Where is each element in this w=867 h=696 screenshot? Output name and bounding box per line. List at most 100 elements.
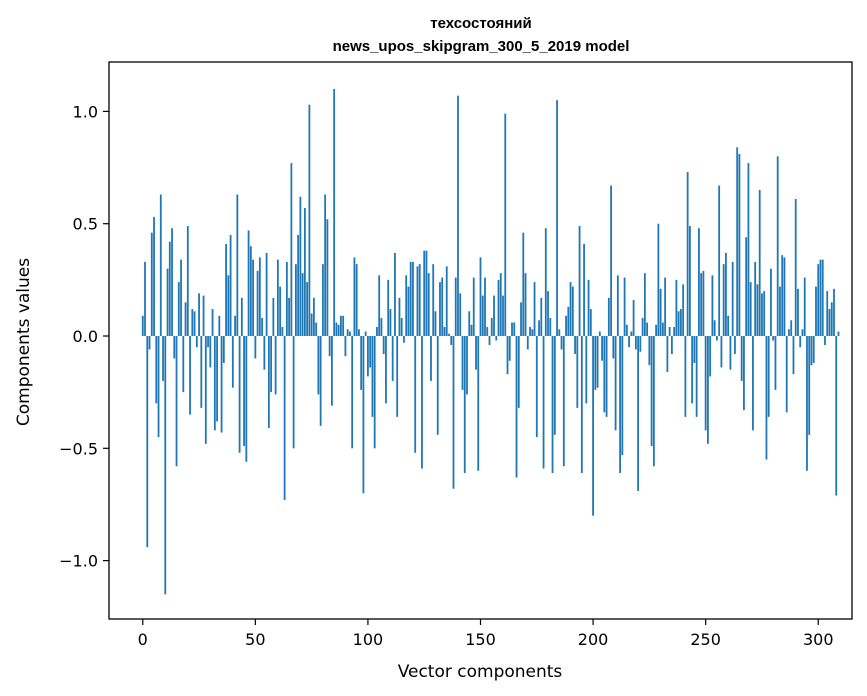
bar-45: [243, 336, 245, 447]
bar-115: [400, 318, 403, 337]
bar-194: [578, 225, 581, 337]
bar-299: [815, 286, 817, 337]
bar-209: [612, 336, 615, 359]
bar-165: [513, 322, 516, 337]
bar-169: [522, 232, 525, 336]
chart-title: техсостояний: [430, 15, 531, 32]
bar-231: [661, 322, 664, 337]
bar-233: [666, 336, 669, 372]
bar-177: [540, 297, 543, 337]
bar-265: [738, 154, 741, 336]
bar-228: [655, 324, 658, 337]
x-tick-label: 150: [465, 630, 496, 649]
bar-223: [643, 273, 646, 337]
bar-142: [461, 336, 464, 390]
bar-110: [389, 309, 392, 337]
bar-307: [833, 288, 835, 337]
bar-266: [740, 336, 743, 381]
bar-60: [276, 259, 279, 337]
bar-263: [734, 336, 736, 354]
bar-191: [571, 286, 574, 337]
bar-283: [779, 286, 781, 337]
bar-121: [414, 336, 417, 453]
bar-248: [700, 273, 703, 337]
bar-127: [427, 273, 430, 337]
bar-35: [220, 336, 223, 433]
bar-226: [650, 336, 653, 447]
bar-201: [594, 336, 597, 390]
bar-215: [625, 324, 628, 337]
bar-304: [826, 291, 829, 337]
bar-111: [391, 336, 394, 381]
bar-216: [628, 336, 630, 348]
bar-27: [202, 295, 205, 337]
bar-51: [256, 270, 259, 337]
bar-57: [270, 336, 273, 393]
bar-138: [452, 336, 455, 489]
bar-238: [677, 311, 680, 337]
bar-159: [499, 273, 502, 337]
x-tick-label: 0: [138, 630, 148, 649]
bar-242: [686, 172, 689, 337]
bar-43: [238, 336, 241, 453]
bar-175: [535, 336, 538, 438]
bar-153: [486, 327, 489, 336]
bar-246: [695, 336, 698, 417]
bar-276: [763, 291, 766, 337]
bar-211: [616, 275, 619, 337]
bar-21: [189, 336, 191, 415]
bar-81: [324, 194, 327, 337]
bar-225: [648, 336, 651, 366]
bar-106: [380, 318, 383, 337]
bar-157: [495, 336, 498, 341]
bar-185: [558, 329, 561, 337]
bar-136: [448, 333, 450, 337]
bar-187: [562, 336, 565, 467]
bar-279: [770, 268, 772, 337]
bar-82: [326, 219, 329, 337]
bar-103: [373, 336, 376, 449]
bar-13: [171, 228, 173, 337]
bar-149: [477, 336, 480, 471]
bar-65: [288, 297, 291, 337]
bar-96: [358, 329, 360, 337]
bar-133: [441, 277, 444, 337]
chart-subtitle: news_upos_skipgram_300_5_2019 model: [333, 38, 630, 55]
bar-284: [781, 255, 784, 336]
bar-196: [583, 243, 585, 336]
bar-113: [396, 336, 399, 417]
bar-79: [319, 336, 322, 426]
bar-182: [551, 336, 554, 474]
bar-75: [310, 313, 313, 337]
bar-227: [652, 336, 655, 467]
bar-259: [725, 252, 727, 337]
bar-239: [679, 309, 682, 337]
bar-179: [544, 228, 547, 337]
bar-54: [263, 336, 266, 370]
bar-190: [569, 282, 572, 336]
bar-162: [506, 336, 509, 375]
bar-98: [362, 336, 365, 494]
bar-44: [240, 297, 243, 337]
bar-257: [720, 336, 723, 368]
bar-39: [229, 234, 232, 337]
bar-33: [216, 336, 218, 422]
bar-237: [675, 279, 678, 337]
bar-104: [376, 327, 378, 336]
bar-253: [711, 275, 714, 337]
bar-7: [157, 336, 160, 438]
bar-47: [247, 230, 250, 337]
bar-48: [249, 246, 252, 337]
bar-128: [430, 336, 432, 381]
bar-244: [691, 336, 694, 404]
bar-91: [346, 329, 349, 337]
bar-291: [797, 288, 799, 337]
bar-154: [488, 336, 491, 345]
bar-85: [333, 88, 336, 337]
bar-197: [585, 336, 588, 404]
bar-192: [574, 336, 576, 354]
bar-260: [727, 315, 730, 336]
bar-3: [148, 336, 151, 350]
bar-294: [803, 277, 806, 337]
